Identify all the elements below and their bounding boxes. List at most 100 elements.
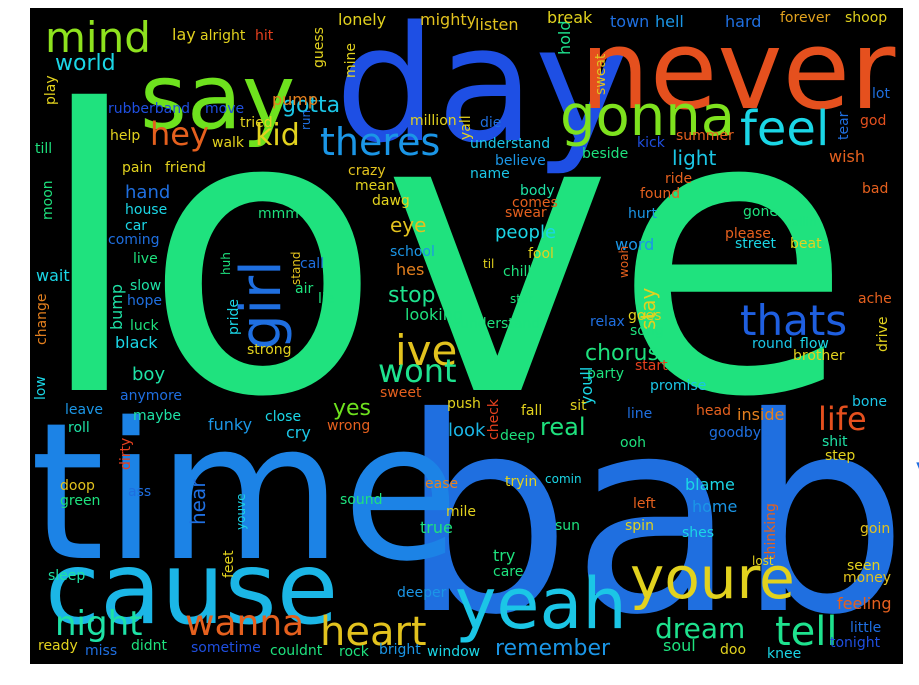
word: promise (650, 378, 706, 394)
word: hard (725, 12, 761, 31)
word: knee (767, 646, 801, 662)
word: head (696, 403, 731, 419)
word: goes (628, 308, 661, 324)
word: mine (343, 43, 359, 78)
word: true (420, 518, 453, 537)
word: feeling (837, 594, 892, 613)
word: try (493, 546, 515, 565)
word: leave (65, 402, 103, 418)
word: green (60, 493, 100, 509)
word: bump (107, 284, 126, 330)
word: kid (255, 118, 300, 153)
word: dream (655, 612, 745, 645)
word: song (630, 323, 664, 339)
word: million (410, 113, 457, 129)
word: bright (379, 642, 421, 658)
word: mighty (420, 10, 476, 29)
word: spin (625, 518, 654, 534)
word: look (448, 420, 486, 441)
word: youve (234, 493, 248, 530)
word: cry (286, 423, 311, 442)
word: word (615, 235, 654, 254)
word: mile (446, 504, 476, 520)
word: stand (289, 251, 303, 285)
word: couldnt (270, 643, 323, 659)
word: ease (425, 476, 458, 492)
word: god (860, 113, 886, 129)
word: pump (272, 90, 318, 109)
word: bad (862, 181, 888, 197)
word: luck (130, 318, 159, 334)
word: lonely (338, 10, 386, 29)
word: real (540, 413, 585, 441)
word: move (205, 101, 244, 117)
word: school (390, 244, 435, 260)
word: found (640, 186, 680, 202)
word: world (55, 51, 116, 76)
word: night (55, 604, 142, 644)
word: sweet (380, 385, 422, 401)
word: ride (665, 171, 692, 187)
word: callin (785, 215, 817, 229)
word: roll (68, 420, 90, 436)
word: moon (40, 180, 56, 220)
word: wanna (185, 603, 304, 644)
word: life (818, 400, 867, 438)
word: please (725, 226, 771, 242)
word: town (610, 12, 649, 31)
word: crazy (348, 163, 386, 179)
word: dirty (118, 438, 134, 470)
word: beat (790, 236, 822, 252)
word: believe (495, 153, 546, 169)
word: window (427, 644, 480, 660)
word: check (486, 398, 502, 440)
word: tell (775, 609, 838, 655)
word: dawg (372, 193, 410, 209)
word: sleep (48, 568, 85, 584)
word: sound (340, 492, 383, 508)
word: fool (528, 246, 554, 262)
word: blame (685, 475, 735, 494)
word: miss (85, 643, 117, 659)
word: sun (555, 518, 580, 534)
word: ooh (620, 435, 646, 451)
word: youre (630, 544, 795, 612)
word: girl (229, 260, 294, 350)
word: til (483, 257, 494, 271)
word: ass (128, 484, 151, 500)
word: wish (829, 147, 865, 166)
cloud-background (30, 8, 903, 664)
word: till (35, 141, 52, 157)
word: feet (221, 550, 237, 578)
word: rock (339, 644, 370, 660)
word: mmm (258, 206, 299, 222)
word: care (493, 564, 523, 580)
word: hand (125, 182, 170, 203)
word: hurt (628, 206, 658, 222)
word: help (110, 128, 140, 144)
word: play (43, 75, 59, 105)
word: coming (108, 232, 160, 248)
word: shit (822, 434, 848, 450)
word: lost (752, 554, 774, 568)
word: funky (208, 415, 252, 434)
word: day (335, 0, 629, 178)
word: heart (320, 609, 427, 655)
word: deep (500, 428, 535, 444)
word: deeper (397, 585, 447, 601)
word: tonight (830, 635, 881, 651)
word: baby (400, 359, 919, 674)
word: eye (390, 213, 426, 237)
word: shoop (845, 10, 887, 26)
word: pain (122, 160, 152, 176)
word: sometime (191, 640, 261, 656)
word: wont (378, 352, 457, 390)
word: sit (570, 398, 587, 414)
word: round (752, 336, 793, 352)
word: theres (320, 120, 440, 164)
word: looking (405, 305, 463, 324)
word: summer (676, 128, 734, 144)
word: guess (311, 27, 327, 68)
word: chill (503, 264, 531, 280)
